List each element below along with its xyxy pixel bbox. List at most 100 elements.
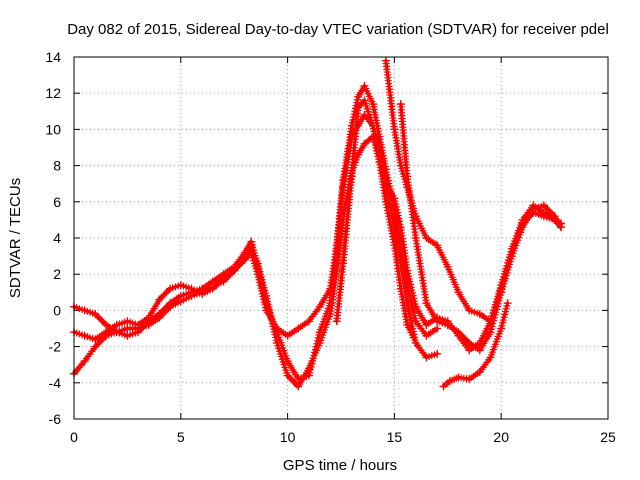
y-tick-label: 0 [53, 302, 61, 318]
y-tick-label: 6 [53, 194, 61, 210]
y-tick-label: 10 [45, 121, 61, 137]
y-tick-label: 14 [45, 49, 61, 65]
data-point [354, 103, 363, 112]
data-point [422, 320, 431, 329]
data-point [294, 375, 303, 384]
x-tick-label: 5 [177, 429, 185, 445]
data-point [465, 375, 474, 384]
data-point [134, 328, 143, 337]
series-layer [70, 56, 566, 391]
data-point [208, 284, 217, 293]
data-point [475, 310, 484, 319]
data-point [411, 234, 420, 242]
data-point [403, 172, 412, 181]
series-trace-4 [332, 96, 566, 355]
data-point [443, 320, 452, 329]
data-point [539, 201, 548, 210]
data-point [497, 288, 506, 297]
data-point [354, 92, 363, 101]
data-point [411, 338, 420, 347]
data-point [332, 241, 341, 250]
series-markers [70, 111, 441, 383]
data-point [433, 241, 442, 250]
data-point [339, 176, 348, 185]
data-point [134, 320, 143, 329]
data-point [433, 324, 442, 333]
data-point [176, 291, 185, 300]
data-point [411, 302, 420, 311]
data-point [507, 252, 516, 261]
data-point [240, 255, 249, 264]
data-point [102, 320, 111, 329]
x-tick-label: 10 [280, 429, 296, 445]
data-point [422, 353, 431, 362]
data-point [539, 208, 548, 217]
data-point [247, 248, 256, 257]
data-point [112, 328, 121, 337]
data-point [465, 338, 474, 347]
data-point [304, 317, 313, 326]
y-axis-label: SDTVAR / TECUs [7, 178, 24, 298]
x-tick-label: 0 [70, 429, 78, 445]
x-tick-labels: 0 5 10 15 20 25 [70, 429, 616, 445]
data-point [144, 313, 153, 322]
data-point [80, 331, 89, 340]
data-point [486, 353, 495, 362]
data-point [381, 179, 390, 188]
data-point [550, 212, 559, 221]
data-point [396, 161, 405, 170]
series-trace-7 [439, 299, 512, 391]
data-point [187, 284, 196, 293]
data-point [396, 100, 405, 109]
data-point [390, 125, 399, 134]
data-point [247, 237, 256, 246]
data-point [557, 223, 566, 232]
plot-frame [73, 56, 609, 420]
data-point [433, 317, 442, 326]
data-point [91, 342, 100, 351]
data-point [123, 317, 132, 326]
x-tick-label: 25 [600, 429, 616, 445]
y-tick-label: 2 [53, 266, 61, 282]
data-point [422, 331, 431, 340]
data-point [262, 306, 271, 315]
series-markers [333, 96, 565, 354]
data-point [369, 121, 378, 130]
series-markers [70, 82, 441, 343]
data-point [112, 320, 121, 329]
data-point [304, 371, 313, 380]
data-point [315, 328, 324, 337]
data-point [230, 266, 239, 275]
data-point [347, 121, 356, 130]
tick-layer [73, 56, 609, 420]
data-point [166, 299, 175, 308]
data-point [347, 172, 356, 181]
series-trace-6 [396, 100, 566, 355]
data-point [375, 157, 384, 166]
data-point [326, 284, 335, 293]
data-point [283, 371, 292, 380]
data-point [80, 306, 89, 315]
data-point [443, 262, 452, 271]
data-point [497, 324, 506, 333]
data-point [369, 100, 378, 109]
data-point [253, 270, 262, 279]
y-tick-labels: -6 -4 -2 0 2 4 6 8 10 12 14 [45, 49, 61, 427]
data-point [294, 324, 303, 333]
data-point [403, 320, 412, 329]
data-point [503, 299, 512, 308]
data-point [80, 357, 89, 366]
data-point [208, 277, 217, 286]
y-tick-label: 4 [53, 230, 61, 246]
data-point [390, 194, 399, 203]
data-point [465, 346, 474, 355]
data-point [403, 266, 412, 275]
data-point [454, 288, 463, 297]
data-point [91, 310, 100, 319]
data-point [339, 259, 348, 268]
data-point [360, 139, 369, 148]
x-tick-label: 20 [493, 429, 509, 445]
data-point [445, 376, 454, 385]
data-point [360, 96, 369, 105]
data-point [176, 281, 185, 290]
